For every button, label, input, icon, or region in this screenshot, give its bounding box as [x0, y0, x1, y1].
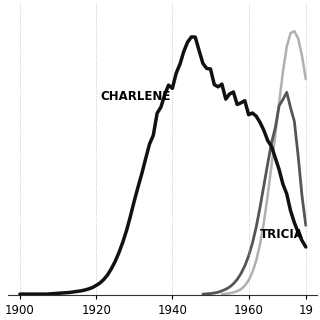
Text: CHARLENE: CHARLENE: [100, 90, 170, 103]
Text: TRICIA: TRICIA: [260, 228, 304, 241]
